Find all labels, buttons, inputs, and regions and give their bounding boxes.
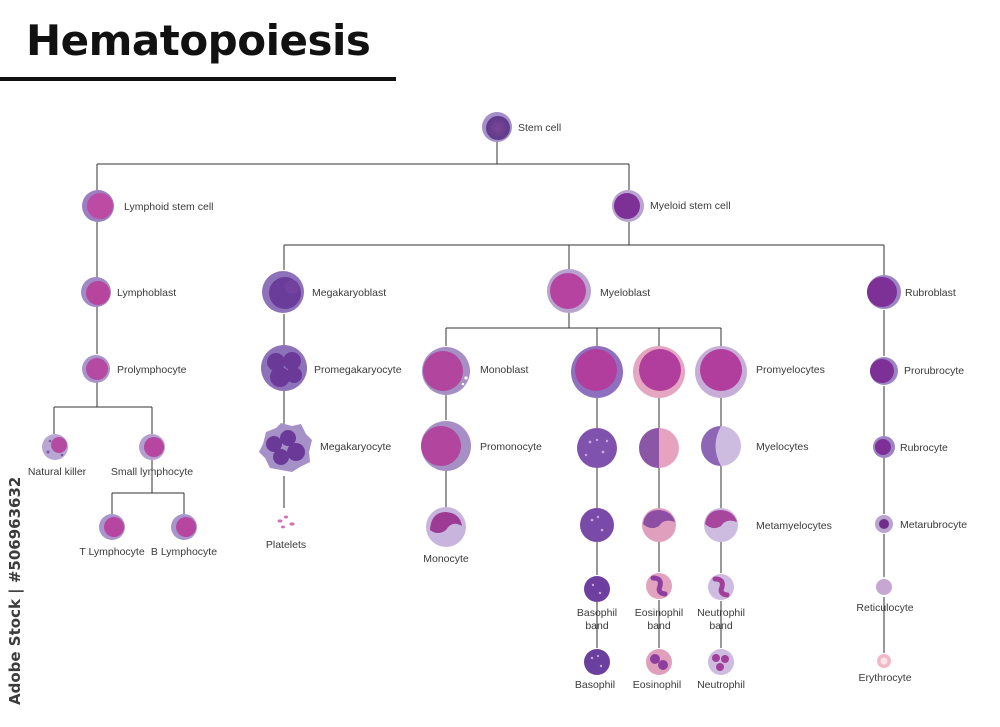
label-prolymphocyte: Prolymphocyte [117,364,187,376]
lymphoblast-cell [81,277,111,307]
label-metamyelocytes: Metamyelocytes [756,520,832,532]
label-rubrocyte: Rubrocyte [900,442,948,454]
t-lymphocyte-cell [99,514,125,540]
label-stem-cell: Stem cell [518,122,561,134]
basophil-band-cell [584,576,610,602]
promegakaryocyte-cell [261,345,307,391]
promyelocyte-neutrophil-cell [695,346,747,398]
monoblast-cell [422,347,471,395]
label-eosinophil: Eosinophil [633,679,681,691]
label-neutrophil-band-line2: band [709,620,733,632]
lymphoid-stem-cell [82,190,114,222]
label-megakaryoblast: Megakaryoblast [312,287,386,299]
myelocyte-neutrophil-cell [701,426,741,466]
label-b-lymphocyte: B Lymphocyte [151,546,217,558]
promyelocyte-eosinophil-cell [633,346,685,398]
label-promyelocytes: Promyelocytes [756,364,825,376]
b-lymphocyte-cell [171,514,197,540]
metamyelocyte-basophil-cell [580,508,614,542]
metamyelocyte-neutrophil-cell [704,508,738,542]
label-eosinophil-band-line2: band [647,620,671,632]
label-monocyte: Monocyte [423,553,469,565]
label-monoblast: Monoblast [480,364,529,376]
prorubrocyte-cell [870,357,898,385]
label-basophil-band-line2: band [585,620,609,632]
reticulocyte-cell [876,579,892,595]
prolymphocyte-cell [82,355,110,383]
label-eosinophil-band-line1: Eosinophil [635,607,683,619]
label-lymphoblast: Lymphoblast [117,287,176,299]
rubroblast-cell [867,275,901,309]
myelocyte-eosinophil-cell [639,428,679,468]
metarubrocyte-cell [875,515,893,533]
promyelocyte-basophil-cell [571,346,623,398]
megakaryoblast-cell [262,271,304,313]
erythrocyte-cell [877,654,891,668]
label-myeloid-stem-cell: Myeloid stem cell [650,200,731,212]
basophil-cell [584,649,610,675]
label-small-lymphocyte: Small lymphocyte [111,466,193,478]
label-erythrocyte: Erythrocyte [858,672,911,684]
platelets-cells [277,515,295,529]
label-basophil: Basophil [575,679,615,691]
metamyelocyte-eosinophil-cell [642,508,676,542]
label-basophil-band-line1: Basophil [577,607,617,619]
connectors [53,142,885,653]
stem-cell [482,112,512,142]
myelocyte-basophil-cell [577,428,617,468]
label-myeloblast: Myeloblast [600,287,650,299]
label-lymphoid-stem-cell: Lymphoid stem cell [124,201,213,213]
label-rubroblast: Rubroblast [905,287,956,299]
myeloblast-cell [547,269,591,313]
label-platelets: Platelets [266,539,306,551]
label-promegakaryocyte: Promegakaryocyte [314,364,402,376]
natural-killer-cell [42,434,68,460]
label-natural-killer: Natural killer [28,466,87,478]
label-myelocytes: Myelocytes [756,441,809,453]
megakaryocyte-cell [259,423,312,472]
label-metarubrocyte: Metarubrocyte [900,519,967,531]
title-underline [0,77,396,81]
myeloid-stem-cell [612,190,644,222]
rubrocyte-cell [873,436,895,458]
label-promonocyte: Promonocyte [480,441,542,453]
eosinophil-cell [646,649,672,675]
label-reticulocyte: Reticulocyte [856,602,913,614]
neutrophil-cell [708,649,734,675]
monocyte-cell [426,507,466,547]
label-t-lymphocyte: T Lymphocyte [79,546,145,558]
label-prorubrocyte: Prorubrocyte [904,365,964,377]
eosinophil-band-cell [646,573,672,599]
label-megakaryocyte: Megakaryocyte [320,441,391,453]
page-title: Hematopoiesis [26,16,371,65]
small-lymphocyte-cell [139,434,165,460]
stock-watermark: Adobe Stock | #506963632 [6,476,24,705]
label-neutrophil-band-line1: Neutrophil [697,607,745,619]
neutrophil-band-cell [708,574,734,600]
promonocyte-cell [421,421,471,471]
label-neutrophil: Neutrophil [697,679,745,691]
